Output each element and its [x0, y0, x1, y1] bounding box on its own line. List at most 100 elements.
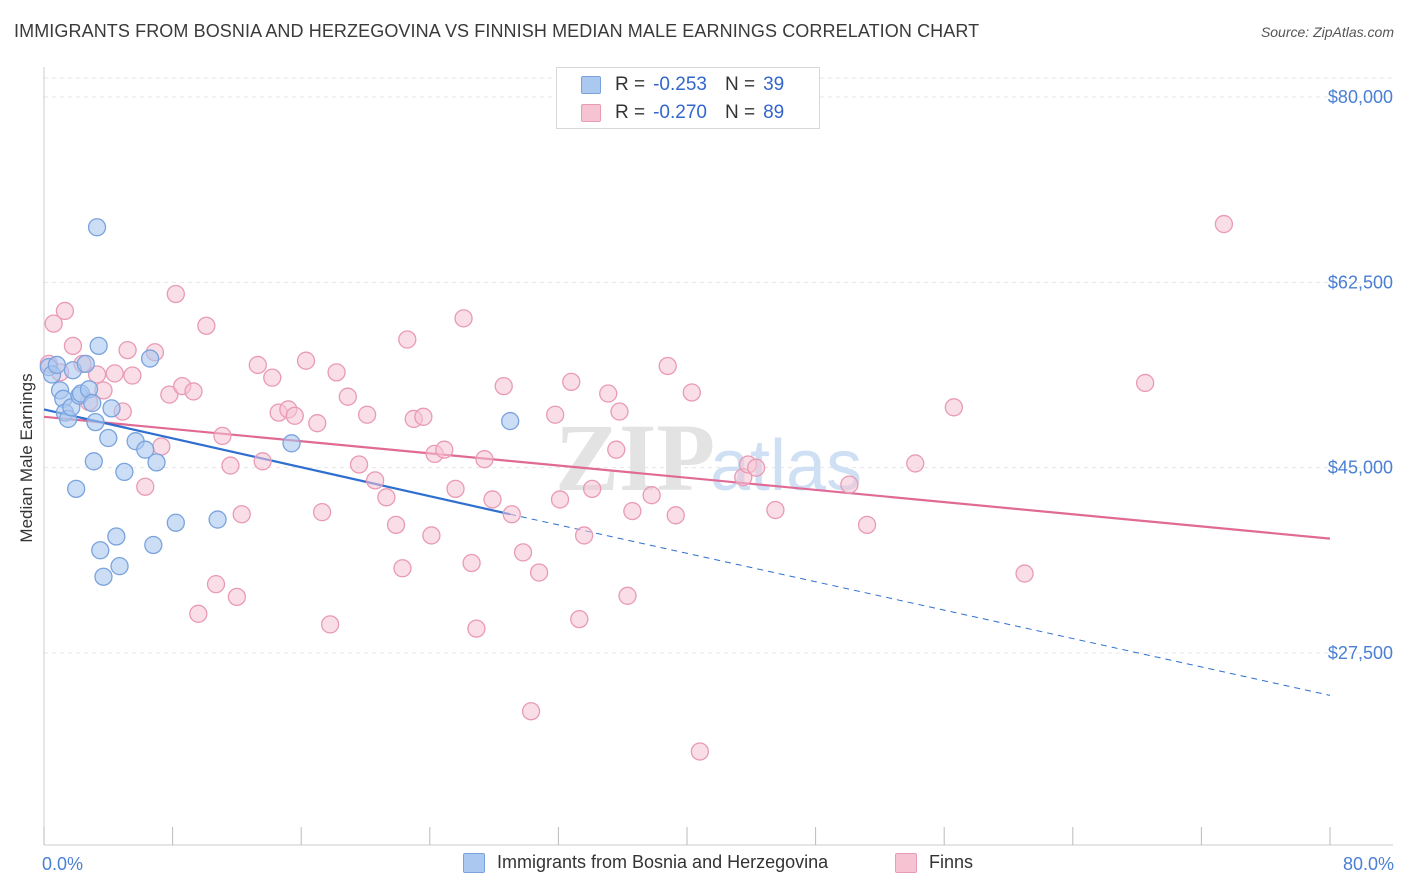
data-point-finns [944, 398, 963, 417]
data-point-finns [462, 553, 481, 573]
data-point-finns [377, 488, 396, 507]
data-point-bosnia [501, 411, 520, 431]
data-point-bosnia [166, 513, 185, 532]
data-point-finns [599, 384, 618, 403]
data-point-bosnia [47, 355, 67, 375]
data-point-finns [357, 405, 377, 424]
data-point-finns [232, 505, 251, 524]
legend-r-value: -0.270 [653, 102, 707, 123]
legend-r-label: R = [615, 102, 646, 123]
data-point-bosnia [87, 218, 107, 237]
data-point-finns [521, 702, 541, 721]
data-point-finns [248, 355, 267, 375]
data-point-finns [327, 363, 346, 382]
data-point-bosnia [136, 440, 155, 459]
data-point-finns [546, 405, 565, 424]
data-point-finns [483, 490, 502, 509]
series-legend-finns: Finns [895, 852, 973, 873]
data-point-bosnia [110, 557, 129, 576]
series-label-finns: Finns [929, 852, 974, 872]
data-point-finns [435, 440, 454, 459]
data-point-finns [1214, 214, 1234, 234]
trend-line-bosnia [43, 408, 511, 516]
watermark-zip: ZIP [555, 404, 715, 511]
legend-n-value: 39 [763, 74, 785, 95]
data-point-bosnia [86, 412, 105, 432]
data-point-finns [840, 475, 859, 494]
data-point-bosnia [84, 452, 103, 471]
data-point-finns [607, 440, 626, 459]
data-point-finns [422, 526, 441, 545]
data-point-finns [642, 486, 661, 505]
data-point-finns [296, 351, 316, 370]
series-label-bosnia: Immigrants from Bosnia and Herzegovina [497, 852, 829, 872]
trend-line-bosnia-extension [510, 513, 1331, 696]
data-point-bosnia [282, 434, 301, 453]
data-point-finns [502, 505, 521, 524]
data-point-finns [1135, 373, 1155, 393]
data-point-finns [562, 372, 581, 392]
data-point-finns [623, 501, 642, 521]
data-point-bosnia [107, 527, 126, 546]
data-point-bosnia [99, 428, 118, 448]
data-point-finns [349, 455, 369, 474]
y-tick-label: $62,500 [1328, 272, 1393, 292]
y-tick-label: $27,500 [1328, 643, 1393, 663]
data-point-finns [618, 586, 637, 605]
data-point-finns [658, 356, 677, 376]
data-point-finns [197, 316, 216, 335]
data-point-finns [857, 515, 877, 535]
legend-n-label: N = [724, 102, 756, 123]
legend-n-value: 89 [763, 102, 785, 123]
data-point-bosnia [91, 541, 110, 560]
data-point-finns [105, 364, 124, 383]
data-point-finns [285, 406, 304, 425]
data-point-finns [513, 543, 533, 562]
watermark-atlas: atlas [710, 426, 862, 506]
x-tick-label: 0.0% [42, 854, 83, 874]
trend-lines [43, 408, 1331, 696]
data-point-finns [160, 385, 179, 404]
data-point-bosnia [140, 349, 160, 368]
legend-swatch-blue [581, 76, 601, 94]
data-point-finns [529, 563, 549, 582]
data-point-bosnia [147, 453, 166, 472]
data-point-finns [136, 477, 155, 496]
series-legend-bosnia: Immigrants from Bosnia and Herzegovina [463, 852, 828, 873]
data-point-bosnia [208, 510, 227, 529]
data-point-finns [666, 506, 685, 525]
legend-row-finns: R = -0.270 N = 89 [581, 102, 784, 124]
axes [43, 67, 1393, 846]
data-point-finns [746, 458, 766, 477]
points-bosnia [39, 218, 520, 586]
y-tick-label: $45,000 [1328, 458, 1393, 478]
stats-legend: R = -0.253 N = 39 R = -0.270 N = 89 [556, 67, 820, 129]
data-point-finns [574, 526, 594, 545]
data-point-bosnia [89, 336, 108, 356]
data-point-finns [583, 479, 602, 498]
data-point-finns [63, 336, 83, 356]
data-point-finns [766, 500, 785, 520]
data-point-finns [253, 452, 272, 471]
data-point-finns [118, 340, 137, 360]
grid-lines [44, 77, 1393, 654]
legend-r-label: R = [615, 74, 646, 95]
y-tick-label: $80,000 [1328, 87, 1393, 107]
legend-swatch-pink [581, 104, 601, 122]
data-point-bosnia [115, 462, 134, 482]
data-point-bosnia [67, 479, 86, 498]
legend-r-value: -0.253 [653, 74, 707, 95]
data-point-finns [570, 609, 589, 629]
data-point-finns [338, 387, 357, 406]
data-point-finns [87, 365, 107, 384]
chart-title: IMMIGRANTS FROM BOSNIA AND HERZEGOVINA V… [14, 21, 980, 41]
data-point-bosnia [144, 535, 163, 555]
data-point-bosnia [83, 393, 102, 413]
x-tick-label: 80.0% [1343, 854, 1394, 874]
data-point-finns [446, 479, 465, 498]
data-point-finns [475, 450, 494, 469]
data-point-finns [414, 407, 433, 426]
data-point-finns [467, 619, 486, 638]
data-point-finns [123, 366, 142, 385]
data-point-finns [227, 587, 247, 607]
